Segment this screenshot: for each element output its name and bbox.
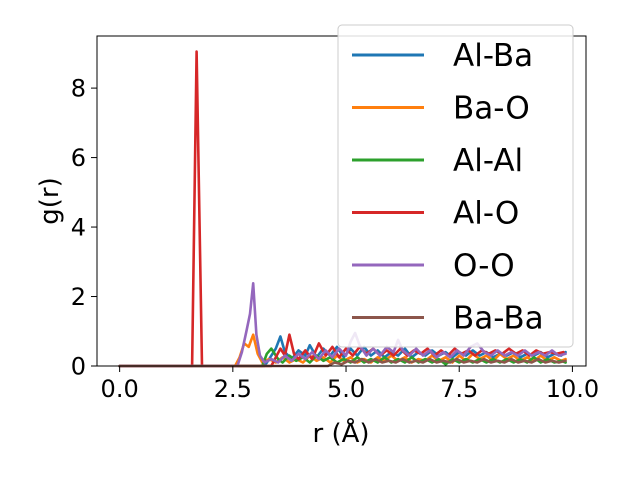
y-tick-label: 4 [71, 214, 86, 242]
legend-label-al-ba: Al-Ba [453, 38, 533, 74]
x-axis: 0.0 2.5 5.0 7.5 10.0 [101, 366, 599, 403]
y-tick-label: 0 [71, 353, 86, 381]
legend: Al-Ba Ba-O Al-Al Al-O O-O Ba-Ba [337, 24, 574, 348]
x-tick-label: 7.5 [440, 375, 478, 403]
x-axis-label: r (Å) [312, 417, 369, 449]
y-tick-label: 2 [71, 283, 86, 311]
y-tick-label: 6 [71, 144, 86, 172]
x-tick-label: 0.0 [101, 375, 139, 403]
x-tick-label: 10.0 [546, 375, 599, 403]
legend-label-o-o: O-O [453, 248, 515, 284]
legend-label-al-o: Al-O [453, 196, 519, 232]
y-axis-label: g(r) [35, 177, 65, 224]
legend-label-ba-o: Ba-O [453, 91, 530, 127]
y-axis: 0 2 4 6 8 [71, 75, 97, 381]
series-line-ba-ba [118, 357, 567, 368]
series-line-al-o [118, 50, 565, 368]
y-tick-label: 8 [71, 75, 86, 103]
legend-label-ba-ba: Ba-Ba [453, 301, 544, 337]
x-tick-label: 2.5 [214, 375, 252, 403]
legend-label-al-al: Al-Al [453, 143, 523, 179]
x-tick-label: 5.0 [327, 375, 365, 403]
